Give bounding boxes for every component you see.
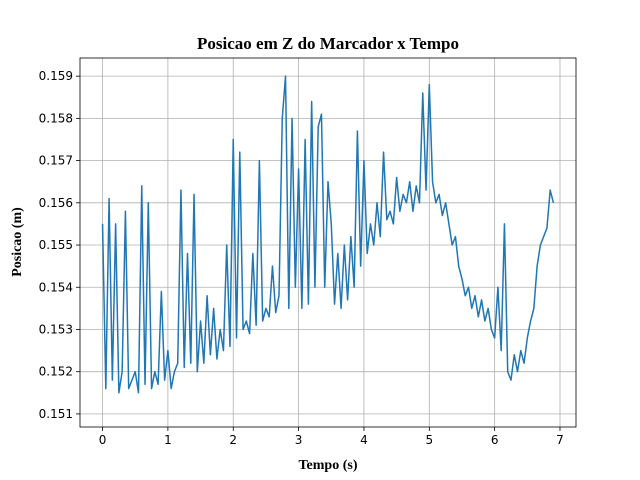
y-tick-label: 0.151: [39, 407, 73, 421]
y-tick-label: 0.156: [39, 196, 73, 210]
plot-frame: [79, 57, 577, 428]
x-tick-label: 5: [425, 433, 433, 447]
data-line: [101, 75, 555, 394]
y-tick-label: 0.157: [39, 154, 73, 168]
y-tick-label: 0.154: [39, 280, 73, 294]
y-axis-label: Posicao (m): [10, 207, 25, 277]
chart-title: Posicao em Z do Marcador x Tempo: [197, 34, 459, 53]
x-tick-label: 0: [99, 433, 107, 447]
y-tick-label: 0.158: [39, 111, 73, 125]
x-axis-label: Tempo (s): [299, 458, 358, 473]
y-tick-label: 0.159: [39, 69, 73, 83]
x-tick-label: 2: [229, 433, 237, 447]
y-tick-label: 0.153: [39, 322, 73, 336]
x-tick-label: 4: [360, 433, 368, 447]
x-tick-label: 6: [491, 433, 499, 447]
y-tick-label: 0.152: [39, 365, 73, 379]
x-tick-label: 7: [556, 433, 564, 447]
x-tick-label: 1: [164, 433, 172, 447]
y-tick-label: 0.155: [39, 238, 73, 252]
x-tick-label: 3: [295, 433, 303, 447]
